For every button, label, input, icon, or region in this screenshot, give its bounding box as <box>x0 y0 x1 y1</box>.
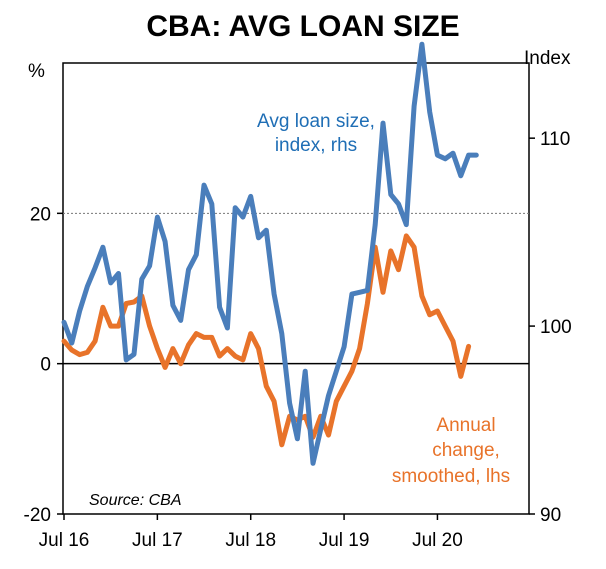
annotation-avg-loan-line-2: index, rhs <box>275 135 357 156</box>
right-tick-label: 110 <box>540 129 570 150</box>
x-tick-label: Jul 16 <box>39 530 90 551</box>
right-tick-label: 100 <box>540 317 572 338</box>
annotation-annual-line-1: Annual <box>436 415 495 436</box>
x-tick-label: Jul 20 <box>412 530 463 551</box>
x-tick-label: Jul 19 <box>319 530 370 551</box>
annotation-annual-line-2: change, <box>432 440 500 461</box>
right-axis-unit: Index <box>524 48 571 69</box>
source-note: Source: CBA <box>89 492 181 509</box>
annotation-avg-loan-line-1: Avg loan size, <box>257 111 375 132</box>
series-line-avg-loan-size <box>61 41 479 466</box>
left-tick-label: 20 <box>30 204 51 225</box>
x-tick-label: Jul 18 <box>225 530 276 551</box>
left-tick-label: 0 <box>40 355 51 376</box>
right-tick-label: 90 <box>540 505 561 526</box>
x-axis-ticks: Jul 16 Jul 17 Jul 18 Jul 19 Jul 20 <box>39 514 463 551</box>
series-line-annual-change <box>61 233 472 448</box>
plot-area <box>62 62 530 515</box>
left-axis-unit: % <box>28 61 45 82</box>
x-tick-label: Jul 17 <box>132 530 183 551</box>
chart-title: CBA: AVG LOAN SIZE <box>146 10 459 43</box>
left-tick-label: -20 <box>24 505 51 526</box>
right-axis-ticks: 90 100 110 <box>529 129 572 526</box>
left-axis-ticks: -20 0 20 <box>24 204 63 526</box>
annotation-annual-line-3: smoothed, lhs <box>392 466 510 487</box>
